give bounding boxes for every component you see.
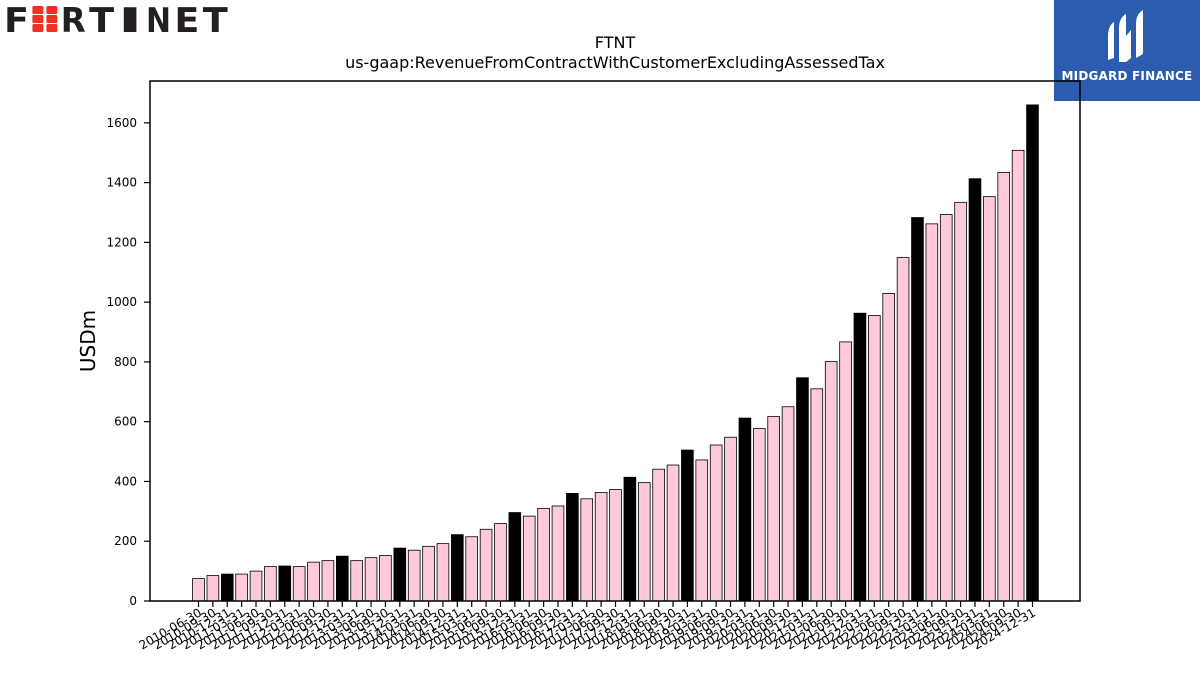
bar — [954, 201, 967, 602]
bar — [192, 578, 205, 602]
y-tick-label: 1400 — [106, 176, 137, 190]
bar — [264, 566, 277, 602]
bar — [738, 417, 752, 602]
bar — [436, 543, 450, 602]
bar — [278, 565, 292, 602]
bar — [335, 555, 349, 602]
bar — [407, 549, 421, 602]
midgard-emblem-icon — [1108, 10, 1143, 62]
bar — [709, 444, 723, 602]
bar — [508, 512, 522, 602]
bar — [422, 545, 435, 602]
bar — [220, 573, 234, 602]
bar — [925, 223, 939, 602]
y-tick-label: 1000 — [106, 295, 137, 309]
bar — [968, 178, 982, 602]
bar — [983, 196, 996, 602]
bar — [810, 388, 824, 602]
bar — [551, 505, 565, 602]
fortinet-letter: I — [118, 2, 143, 36]
x-axis: 2010-06-302010-09-302010-12-312011-03-31… — [137, 601, 1038, 652]
fortinet-letter: R — [61, 2, 86, 36]
bar — [824, 361, 838, 602]
bar — [609, 489, 622, 602]
bar — [566, 493, 579, 602]
bar — [522, 515, 536, 602]
bar — [896, 257, 910, 602]
y-tick-label: 800 — [114, 355, 137, 369]
bar — [911, 217, 924, 602]
bar — [249, 570, 263, 602]
y-tick-label: 0 — [129, 594, 137, 608]
y-tick-label: 400 — [114, 474, 137, 488]
bar — [451, 534, 464, 602]
plot-frame — [149, 80, 1081, 602]
bar — [206, 575, 220, 602]
bar — [580, 498, 594, 602]
bar — [767, 416, 780, 602]
fortinet-letter: T — [89, 2, 115, 36]
bar — [637, 482, 651, 602]
bar — [853, 312, 867, 602]
midgard-finance-wordmark: MIDGARD FINANCE — [1061, 69, 1193, 83]
bar — [796, 377, 809, 602]
y-axis: 0 200 400 600 800 1000 1200 1400 1600 — [106, 116, 150, 608]
bar — [321, 560, 335, 602]
bar — [781, 406, 795, 602]
bar — [868, 315, 881, 602]
bar — [393, 547, 407, 602]
bar — [379, 555, 392, 602]
bar — [997, 172, 1011, 602]
bar — [307, 561, 320, 602]
y-axis-label: USDm — [76, 310, 100, 372]
bar — [292, 566, 306, 602]
bar — [537, 507, 550, 602]
y-tick-label: 200 — [114, 534, 137, 548]
fortinet-letter: E — [174, 2, 199, 36]
fortinet-letter: F — [4, 2, 29, 36]
midgard-finance-logo: MIDGARD FINANCE — [1054, 0, 1200, 101]
bar — [882, 293, 896, 602]
y-tick-label: 1600 — [106, 116, 137, 130]
bar — [839, 341, 852, 602]
bar — [666, 464, 680, 602]
bar-series — [192, 104, 1039, 602]
bar — [623, 476, 637, 602]
y-tick-label: 1200 — [106, 235, 137, 249]
bar — [681, 449, 694, 602]
bar — [364, 557, 378, 602]
bar — [1026, 104, 1039, 602]
fortinet-letter: N — [146, 2, 171, 36]
bar — [724, 436, 737, 602]
fortinet-o-emblem-icon — [32, 6, 58, 32]
bar — [350, 560, 363, 602]
bar — [939, 214, 953, 602]
chart-subtitle: us-gaap:RevenueFromContractWithCustomerE… — [345, 53, 885, 72]
bar — [752, 428, 766, 602]
bar — [479, 528, 493, 602]
y-tick-label: 600 — [114, 415, 137, 429]
bar — [465, 536, 479, 602]
fortinet-letter: T — [203, 2, 229, 36]
bar — [695, 459, 709, 602]
bar — [594, 492, 608, 602]
bar — [652, 468, 665, 602]
bar — [494, 523, 507, 602]
chart-title: FTNT — [595, 33, 636, 52]
bar — [1011, 149, 1025, 602]
bar — [235, 573, 248, 602]
